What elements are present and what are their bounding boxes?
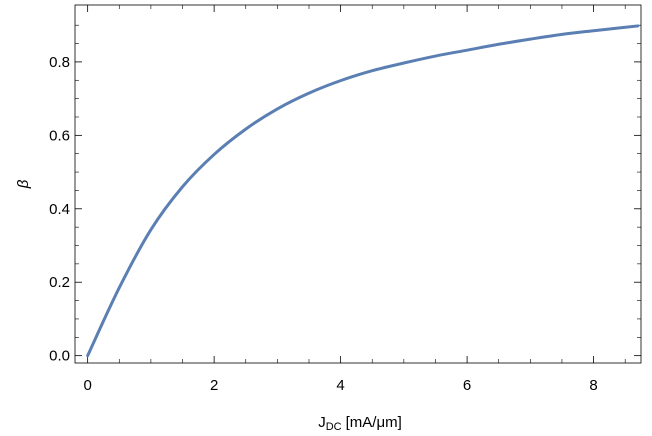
series-group <box>86 24 640 358</box>
x-tick-label: 0 <box>83 377 91 394</box>
x-axis-title: JDC [mA/μm] <box>318 414 402 433</box>
x-tick-label: 6 <box>463 377 471 394</box>
y-tick-label: 0.6 <box>49 127 70 144</box>
y-axis-title: β <box>15 179 32 189</box>
x-tick-label: 4 <box>336 377 344 394</box>
x-tick-label: 8 <box>589 377 597 394</box>
axis-ticks: 0 2 4 6 8 0.0 0.2 0.4 0.6 0.8 <box>49 5 641 394</box>
y-tick-label: 0.4 <box>49 201 70 218</box>
x-tick-label: 2 <box>210 377 218 394</box>
y-tick-label: 0.2 <box>49 274 70 291</box>
plot-frame <box>74 4 642 364</box>
y-tick-label: 0.0 <box>49 348 70 365</box>
y-tick-label: 0.8 <box>49 54 70 71</box>
series-line <box>86 24 640 358</box>
